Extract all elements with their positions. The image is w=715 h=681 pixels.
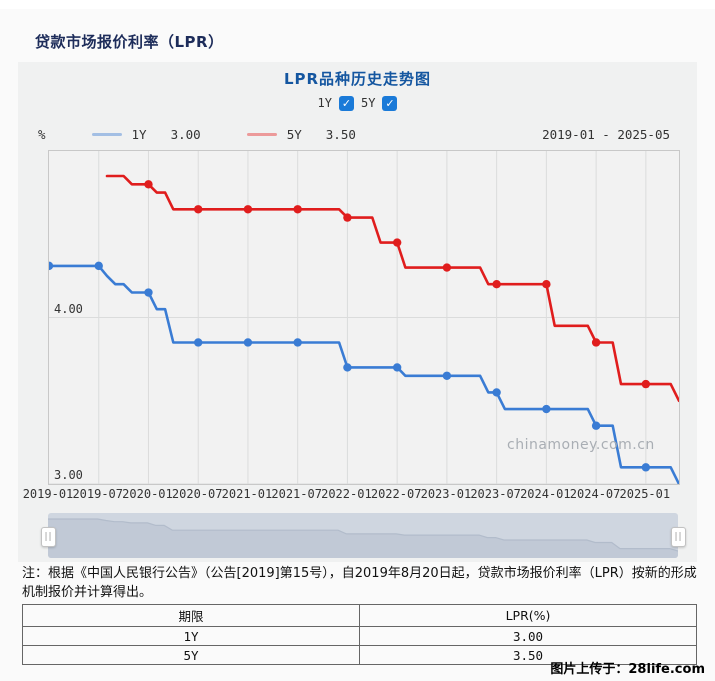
table-row: 1Y 3.00 <box>22 626 697 646</box>
footnote: 注：根据《中国人民银行公告》（公告[2019]第15号），自2019年8月20日… <box>22 566 697 600</box>
checkbox-5y[interactable]: ✓ <box>382 95 398 111</box>
x-axis-label: 2020-01 <box>122 487 173 501</box>
plot-area[interactable]: 4.00 3.00 chinamoney.com.cn <box>48 150 680 485</box>
chart-title: LPR品种历史走势图 <box>283 70 432 88</box>
legend-swatch-1y <box>91 133 122 136</box>
date-range-label: 2019-01 - 2025-05 <box>542 127 670 142</box>
slider-handle-right[interactable]: || <box>671 527 686 547</box>
legend: % 1Y 3.00 5Y 3.50 <box>38 127 674 142</box>
x-axis-label: 2022-07 <box>370 487 422 501</box>
table-row: 5Y 3.50 <box>22 645 697 665</box>
checkbox-label-5y: 5Y <box>361 96 376 110</box>
x-axis-label: 2019-07 <box>72 487 124 501</box>
x-axis-label: 2021-01 <box>221 487 273 501</box>
lpr-line-chart <box>49 151 679 484</box>
page-title: 贷款市场报价利率（LPR） <box>35 33 224 51</box>
y-axis-label: 3.00 <box>54 468 83 482</box>
check-icon: ✓ <box>341 96 352 110</box>
table-cell-lpr-1y: 3.00 <box>359 626 697 646</box>
check-icon: ✓ <box>385 96 395 110</box>
checkbox-1y[interactable]: ✓ <box>339 95 354 111</box>
table-cell-term-5y: 5Y <box>22 645 360 665</box>
table-cell-lpr-5y: 3.50 <box>359 645 697 665</box>
range-slider[interactable] <box>48 513 678 558</box>
legend-value-5y: 3.50 <box>325 127 356 142</box>
watermark: chinamoney.com.cn <box>507 437 655 453</box>
x-axis-label: 2024-01 <box>520 487 571 501</box>
checkbox-label-1y: 1Y <box>317 96 332 110</box>
x-axis-label: 2023-07 <box>470 487 521 501</box>
legend-value-1y: 3.00 <box>170 127 201 142</box>
slider-handle-left[interactable]: || <box>41 527 56 547</box>
y-axis-unit: % <box>38 127 46 142</box>
series-toggle-row: 1Y ✓ 5Y ✓ <box>0 94 715 112</box>
x-axis-label: 2025-01 <box>619 487 671 501</box>
table-header-row: 期限 LPR(%) <box>22 604 697 627</box>
x-axis-label: 2022-01 <box>321 487 372 501</box>
table-header-term: 期限 <box>22 604 360 627</box>
legend-label-5y: 5Y <box>286 127 302 142</box>
x-axis-labels: 2019-01 2019-07 2020-01 2020-07 2021-01 2021-… <box>23 487 678 501</box>
y-axis-label: 4.00 <box>54 301 83 316</box>
table-cell-term-1y: 1Y <box>22 626 360 646</box>
lpr-table: 期限 LPR(%) 1Y 3.00 5Y 3.50 <box>22 604 697 665</box>
table-header-lpr: LPR(%) <box>359 604 697 627</box>
top-strip <box>0 0 715 9</box>
x-axis-label: 2019-01 <box>22 487 74 501</box>
x-axis-label: 2021-07 <box>271 487 322 501</box>
legend-row: % 1Y 3.00 5Y 3.50 2019-01 - 2025-05 <box>38 127 674 143</box>
legend-label-1y: 1Y <box>131 127 147 142</box>
image-credit: 图片上传于：28life.com <box>550 662 705 677</box>
legend-swatch-5y <box>246 133 277 136</box>
range-slider-minichart <box>48 518 678 558</box>
x-axis-label: 2024-07 <box>569 487 621 501</box>
x-axis-label: 2023-01 <box>420 487 472 501</box>
x-axis-label: 2020-07 <box>171 487 223 501</box>
